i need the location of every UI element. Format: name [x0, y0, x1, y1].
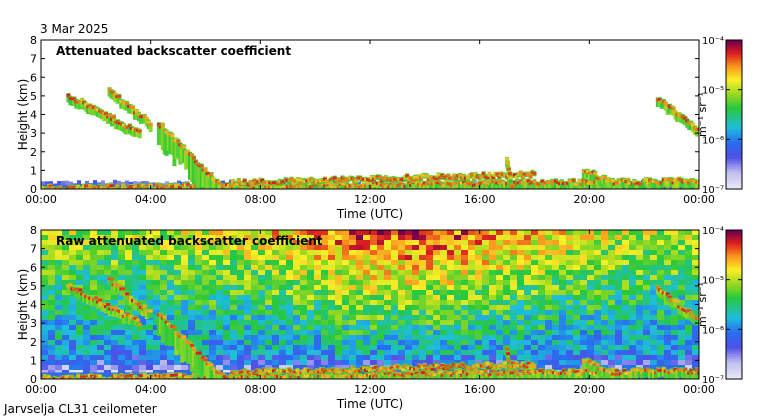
- colorbar-tick-label: 10⁻⁶: [702, 135, 724, 146]
- y-tick-label: 0: [30, 183, 37, 196]
- backscatter-image: [41, 230, 699, 379]
- y-axis-label: Height (km): [16, 79, 30, 150]
- colorbar-tick-label: 10⁻⁷: [702, 185, 724, 196]
- colorbar-2: 10⁻⁴ 10⁻⁵ 10⁻⁶ 10⁻⁷ m⁻¹ sr⁻¹: [696, 226, 743, 386]
- y-tick-label: 3: [30, 127, 37, 140]
- y-tick-label: 4: [30, 299, 37, 312]
- y-tick-label: 1: [30, 164, 37, 177]
- y-tick-label: 5: [30, 280, 37, 293]
- x-tick-label: 00:00: [683, 193, 715, 206]
- x-tick-label: 12:00: [354, 193, 386, 206]
- y-tick-label: 3: [30, 317, 37, 330]
- panel-2: 0 1 2 3 4 5 6 7 8 00:00 04:00 08:00 12:00 16:00 20:00 0…: [16, 224, 715, 411]
- colorbar-frame: [725, 39, 743, 190]
- panel-title: Raw attenuated backscatter coefficient: [56, 234, 323, 248]
- x-tick-label: 20:00: [573, 193, 605, 206]
- site-label: Jarvselja CL31 ceilometer: [4, 402, 157, 416]
- colorbar-tick-label: 10⁻⁷: [702, 375, 724, 386]
- panel-1: 0 1 2 3 4 5 6 7 8 00:00 04:00 08:00 12:00 16:00 20:00 0…: [16, 34, 715, 221]
- x-tick-label: 08:00: [244, 193, 276, 206]
- y-axis-label: Height (km): [16, 269, 30, 340]
- x-tick-label: 04:00: [135, 383, 167, 396]
- y-tick-label: 7: [30, 53, 37, 66]
- x-tick-label: 04:00: [135, 193, 167, 206]
- y-tick-label: 0: [30, 373, 37, 386]
- x-tick-label: 12:00: [354, 383, 386, 396]
- x-axis-label: Time (UTC): [336, 397, 403, 411]
- x-axis-label: Time (UTC): [336, 207, 403, 221]
- y-tick-label: 1: [30, 354, 37, 367]
- colorbar-label: m⁻¹ sr⁻¹: [696, 282, 709, 327]
- x-tick-label: 16:00: [464, 193, 496, 206]
- x-tick-label: 00:00: [683, 383, 715, 396]
- backscatter-image: [41, 40, 699, 189]
- y-tick-label: 4: [30, 109, 37, 122]
- colorbar-label: m⁻¹ sr⁻¹: [696, 92, 709, 137]
- colorbar-tick-label: 10⁻⁴: [702, 226, 724, 237]
- x-tick-label: 08:00: [244, 383, 276, 396]
- y-tick-label: 6: [30, 71, 37, 84]
- y-tick-label: 8: [30, 224, 37, 237]
- y-tick-label: 2: [30, 336, 37, 349]
- x-tick-label: 00:00: [25, 193, 57, 206]
- panel-title: Attenuated backscatter coefficient: [56, 44, 291, 58]
- y-tick-label: 5: [30, 90, 37, 103]
- y-tick-label: 6: [30, 261, 37, 274]
- colorbar-frame: [725, 229, 743, 380]
- y-tick-label: 8: [30, 34, 37, 47]
- colorbar-1: 10⁻⁴ 10⁻⁵ 10⁻⁶ 10⁻⁷ m⁻¹ sr⁻¹: [696, 36, 743, 196]
- y-tick-label: 7: [30, 243, 37, 256]
- x-tick-label: 20:00: [573, 383, 605, 396]
- y-tick-label: 2: [30, 146, 37, 159]
- x-tick-label: 16:00: [464, 383, 496, 396]
- colorbar-tick-label: 10⁻⁶: [702, 325, 724, 336]
- colorbar-tick-label: 10⁻⁵: [702, 276, 724, 287]
- date-label: 3 Mar 2025: [40, 22, 109, 36]
- x-tick-label: 00:00: [25, 383, 57, 396]
- colorbar-tick-label: 10⁻⁵: [702, 86, 724, 97]
- colorbar-tick-label: 10⁻⁴: [702, 36, 724, 47]
